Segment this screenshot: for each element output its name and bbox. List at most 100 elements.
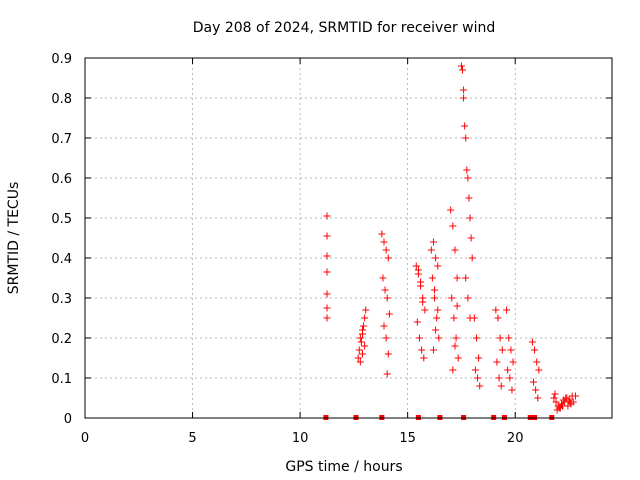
chart-title: Day 208 of 2024, SRMTID for receiver win… bbox=[193, 20, 496, 36]
data-point bbox=[429, 346, 437, 354]
data-point bbox=[431, 286, 439, 294]
data-point bbox=[362, 306, 370, 314]
data-point bbox=[460, 86, 468, 94]
data-point bbox=[433, 314, 441, 322]
data-point bbox=[528, 338, 536, 346]
data-point bbox=[361, 314, 369, 322]
data-point bbox=[420, 354, 428, 362]
y-tick-label: 0.7 bbox=[51, 132, 72, 147]
y-tick-label: 0 bbox=[64, 412, 72, 427]
data-point bbox=[504, 366, 512, 374]
data-point bbox=[463, 166, 471, 174]
y-tick-label: 0.5 bbox=[51, 212, 72, 227]
data-point bbox=[323, 232, 331, 240]
data-point bbox=[454, 354, 462, 362]
data-point bbox=[382, 334, 390, 342]
data-point bbox=[451, 246, 459, 254]
data-point bbox=[427, 246, 435, 254]
data-point bbox=[379, 274, 387, 282]
data-point bbox=[564, 402, 572, 410]
grid bbox=[85, 58, 612, 418]
data-point bbox=[428, 274, 436, 282]
data-point bbox=[354, 354, 362, 362]
data-point bbox=[323, 304, 331, 312]
data-point bbox=[557, 400, 565, 408]
data-point bbox=[495, 374, 503, 382]
data-point bbox=[323, 314, 331, 322]
data-point bbox=[358, 330, 366, 338]
data-point bbox=[464, 174, 472, 182]
y-tick-label: 0.2 bbox=[51, 332, 72, 347]
data-point bbox=[453, 302, 461, 310]
data-point bbox=[467, 234, 475, 242]
data-point bbox=[475, 354, 483, 362]
data-point bbox=[529, 378, 537, 386]
data-point bbox=[550, 394, 558, 402]
x-tick-label: 15 bbox=[399, 431, 416, 446]
data-point bbox=[533, 358, 541, 366]
data-point bbox=[497, 382, 505, 390]
data-point bbox=[507, 346, 515, 354]
data-point bbox=[468, 254, 476, 262]
axes: 0 0.1 0.2 0.3 0.4 0.5 0.6 0.7 0.8 0.9 0 5 10 15 20 bbox=[51, 52, 612, 446]
y-tick-label: 0.1 bbox=[51, 372, 72, 387]
data-point bbox=[380, 322, 388, 330]
data-point bbox=[414, 266, 422, 274]
x-tick-label: 10 bbox=[292, 431, 309, 446]
data-point bbox=[498, 346, 506, 354]
data-point bbox=[461, 122, 469, 130]
data-point bbox=[568, 392, 576, 400]
data-point bbox=[476, 382, 484, 390]
data-point bbox=[493, 358, 501, 366]
x-tick-label: 20 bbox=[507, 431, 524, 446]
data-point bbox=[413, 318, 421, 326]
data-point bbox=[506, 374, 514, 382]
data-point bbox=[385, 310, 393, 318]
data-point bbox=[380, 238, 388, 246]
data-point bbox=[470, 314, 478, 322]
y-tick-label: 0.3 bbox=[51, 292, 72, 307]
data-point bbox=[384, 254, 392, 262]
data-point bbox=[449, 366, 457, 374]
data-point bbox=[415, 334, 423, 342]
data-point bbox=[419, 298, 427, 306]
data-point bbox=[429, 238, 437, 246]
data-point bbox=[357, 338, 365, 346]
data-point bbox=[562, 394, 570, 402]
y-tick-label: 0.6 bbox=[51, 172, 72, 187]
data-point bbox=[462, 274, 470, 282]
y-tick-label: 0.8 bbox=[51, 92, 72, 107]
data-point bbox=[323, 290, 331, 298]
data-point bbox=[361, 342, 369, 350]
data-point bbox=[435, 334, 443, 342]
data-point bbox=[492, 306, 500, 314]
data-point bbox=[448, 294, 456, 302]
data-point bbox=[450, 314, 458, 322]
data-point bbox=[418, 346, 426, 354]
data-point bbox=[358, 350, 366, 358]
data-point bbox=[323, 268, 331, 276]
data-point bbox=[453, 274, 461, 282]
data-point bbox=[432, 326, 440, 334]
y-axis-title: SRMTID / TECUs bbox=[6, 182, 22, 295]
data-point bbox=[466, 214, 474, 222]
data-point bbox=[381, 286, 389, 294]
data-point bbox=[383, 370, 391, 378]
x-tick-label: 5 bbox=[188, 431, 196, 446]
data-point bbox=[355, 346, 363, 354]
data-point bbox=[383, 294, 391, 302]
data-point bbox=[459, 66, 467, 74]
data-point bbox=[474, 374, 482, 382]
data-point bbox=[535, 366, 543, 374]
data-point bbox=[552, 398, 560, 406]
data-point bbox=[356, 334, 364, 342]
data-point bbox=[534, 394, 542, 402]
data-point bbox=[471, 366, 479, 374]
data-point bbox=[360, 322, 368, 330]
data-point bbox=[417, 282, 425, 290]
data-point bbox=[382, 246, 390, 254]
data-point bbox=[451, 342, 459, 350]
data-point bbox=[434, 262, 442, 270]
data-point bbox=[460, 94, 468, 102]
data-point bbox=[434, 306, 442, 314]
